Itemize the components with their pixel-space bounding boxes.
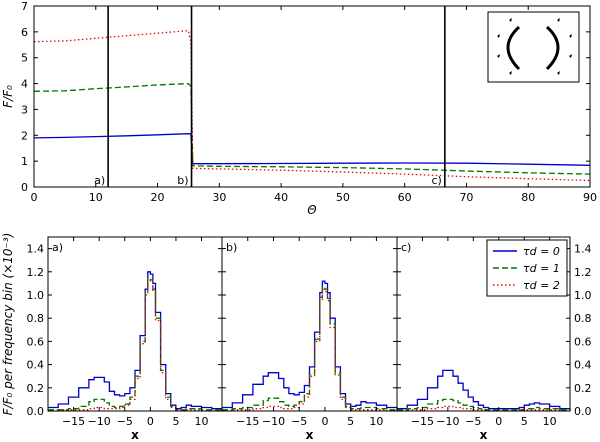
panel-label: a) [52,241,63,254]
bottom-ytick-label-right: 0.6 [574,335,592,348]
panel-xtick-label: 5 [521,415,528,428]
panel-xtick-label: −15 [236,415,259,428]
panel-series-line [48,279,222,412]
bottom-ytick-label-right: 0.2 [574,382,592,395]
panel-series-line [48,271,223,410]
inset-arrow-icon [509,18,512,22]
panel-axes-frame [396,236,571,412]
top-ytick-label: 4 [21,78,28,91]
panel-xtick-label: −10 [436,415,459,428]
panel-series-line [222,286,398,411]
bottom-plot: −15 −10 −5 0 5 10a)x−15 −10 −5 0 5 10b)x−15 −10 −5 0 5… [1,233,592,442]
panel-xtick-label: 5 [172,415,179,428]
bottom-ytick-label: 1.4 [27,243,45,256]
bottom-ylabel: F/F₀ per frequency bin (×10⁻³) [1,233,15,416]
panel-xtick-label: 0 [321,415,328,428]
top-marker-label: b) [177,174,188,187]
bottom-ytick-label-right: 1.2 [574,266,592,279]
bottom-ytick-label-right: 0.4 [574,359,592,372]
legend-box [486,239,568,297]
top-ytick-label: 1 [21,155,28,168]
bottom-ytick-label: 0.2 [27,382,45,395]
inset-arrow-icon [569,54,572,58]
top-xtick-label: 30 [212,191,226,204]
top-ytick-label: 7 [21,0,28,13]
top-ytick-label: 5 [21,52,28,65]
inset-arrow-icon [557,18,560,22]
bottom-ytick-label: 0.4 [27,359,45,372]
panel-series-line [397,369,571,410]
inset-arrow-icon [497,34,500,38]
panel-xtick-label: −15 [411,415,434,428]
top-marker-label: a) [94,174,105,187]
top-xtick-label: 80 [521,191,535,204]
bottom-ytick-label: 1.2 [27,266,45,279]
bottom-ytick-label: 1.0 [27,289,45,302]
legend-entry: τd = 2 [523,279,560,292]
top-ytick-label: 2 [21,129,28,142]
inset-arrow-icon [557,71,560,75]
bottom-ytick-label-right: 0.0 [574,405,592,418]
top-xtick-label: 90 [583,191,597,204]
panel-xtick-label: −10 [88,415,111,428]
inset-right-arc [545,25,560,71]
top-ytick-label: 6 [21,26,28,39]
top-xtick-label: 10 [89,191,103,204]
legend-entry: τd = 1 [523,262,560,275]
panel-label: b) [226,241,237,254]
top-xtick-label: 40 [274,191,288,204]
top-xlabel: Θ [307,203,317,217]
top-ylabel: F/F₀ [1,85,15,108]
panel-xtick-label: 0 [147,415,154,428]
panel-xlabel: x [306,428,314,442]
panel-label: c) [401,241,411,254]
top-ytick-label: 3 [21,103,28,116]
bottom-ytick-label-right: 0.8 [574,312,592,325]
top-xtick-label: 60 [398,191,412,204]
panel-series-line [397,398,571,411]
legend-entry: τd = 0 [523,245,560,258]
top-xtick-label: 70 [459,191,473,204]
panel-xlabel: x [480,428,488,442]
bottom-ytick-label: 0.8 [27,312,45,325]
top-series-line [33,29,591,182]
panel-xlabel: x [131,428,139,442]
top-series-line [33,133,591,166]
bottom-ytick-label: 0.6 [27,335,45,348]
inset-left-arc [506,25,521,71]
bottom-ytick-label: 0.0 [27,405,45,418]
top-plot: 0 10 20 30 40 50 60 70 80 90 0 1 2 3 4 5 6 7 a) b) c) Θ F/F₀ [1,0,597,217]
panel-xtick-label: −15 [62,415,85,428]
top-ytick-label: 0 [21,181,28,194]
top-xtick-label: 0 [31,191,38,204]
inset-arrow-icon [509,71,512,75]
panel-xtick-label: −10 [262,415,285,428]
top-xtick-label: 50 [336,191,350,204]
panel-xtick-label: −5 [465,415,481,428]
panel-xtick-label: 0 [495,415,502,428]
inset-frame [487,11,580,83]
bottom-ytick-label-right: 1.4 [574,243,592,256]
top-axes-frame [33,5,591,188]
panel-xtick-label: −5 [291,415,307,428]
panel-xtick-label: 10 [369,415,383,428]
panel-xtick-label: 5 [347,415,354,428]
inset-arrow-icon [497,54,500,58]
panel-xtick-label: 10 [543,415,557,428]
bottom-ytick-label-right: 1.0 [574,289,592,302]
top-xtick-label: 20 [151,191,165,204]
top-series-line [33,82,591,175]
inset-arrow-icon [569,34,572,38]
panel-xtick-label: 10 [195,415,209,428]
top-marker-label: c) [431,174,441,187]
panel-xtick-label: −5 [117,415,133,428]
